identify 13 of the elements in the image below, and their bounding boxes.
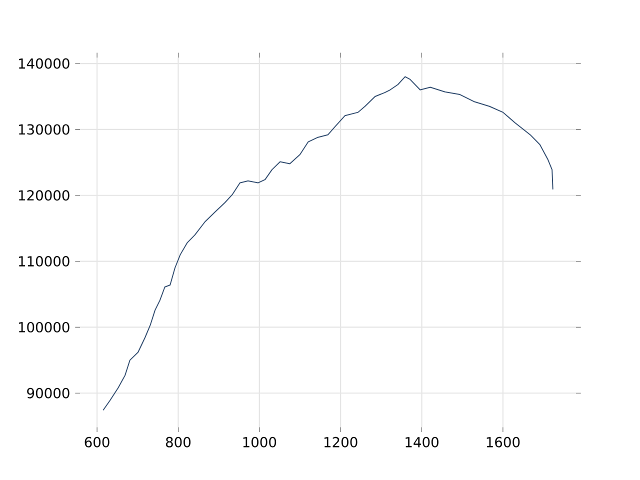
y-tick-label: 110000	[18, 256, 70, 267]
x-tick-label: 600	[84, 436, 110, 448]
y-tick-label: 120000	[18, 190, 70, 201]
x-tick-label: 1600	[486, 436, 520, 448]
x-tick-label: 1200	[324, 436, 358, 448]
y-tick-label: 100000	[18, 322, 70, 332]
x-tick-label: 1400	[406, 436, 438, 448]
y-tick-label: 90000	[27, 388, 70, 398]
x-tick-label: 800	[166, 436, 191, 448]
y-tick-label: 130000	[18, 124, 70, 135]
line-series	[102, 76, 554, 411]
x-tick-label: 1000	[243, 436, 276, 448]
y-tick-label: 140000	[18, 58, 70, 69]
